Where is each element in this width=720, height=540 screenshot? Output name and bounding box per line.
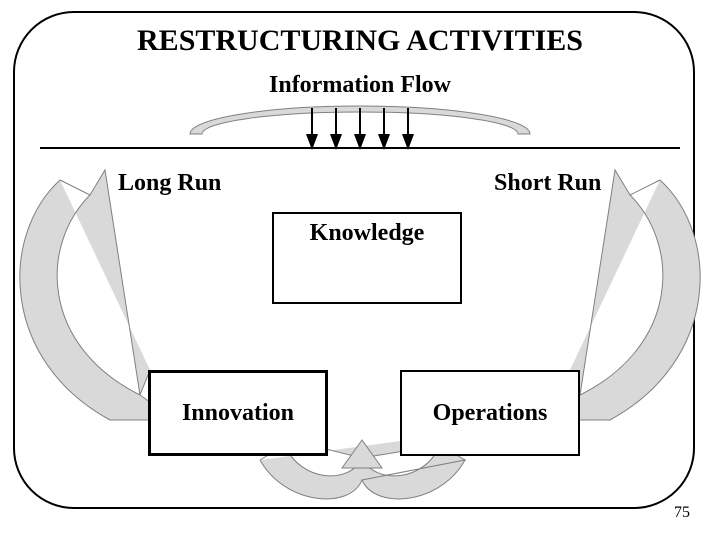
long-run-label: Long Run [118,170,221,197]
knowledge-box: Knowledge [272,212,462,304]
info-flow-label: Information Flow [0,72,720,99]
slide: RESTRUCTURING ACTIVITIES Information Flo… [0,0,720,540]
short-run-label: Short Run [494,170,601,197]
page-number: 75 [674,504,690,522]
operations-box: Operations [400,370,580,456]
innovation-box: Innovation [148,370,328,456]
info-flow-graphic [40,106,680,148]
slide-title: RESTRUCTURING ACTIVITIES [0,24,720,58]
